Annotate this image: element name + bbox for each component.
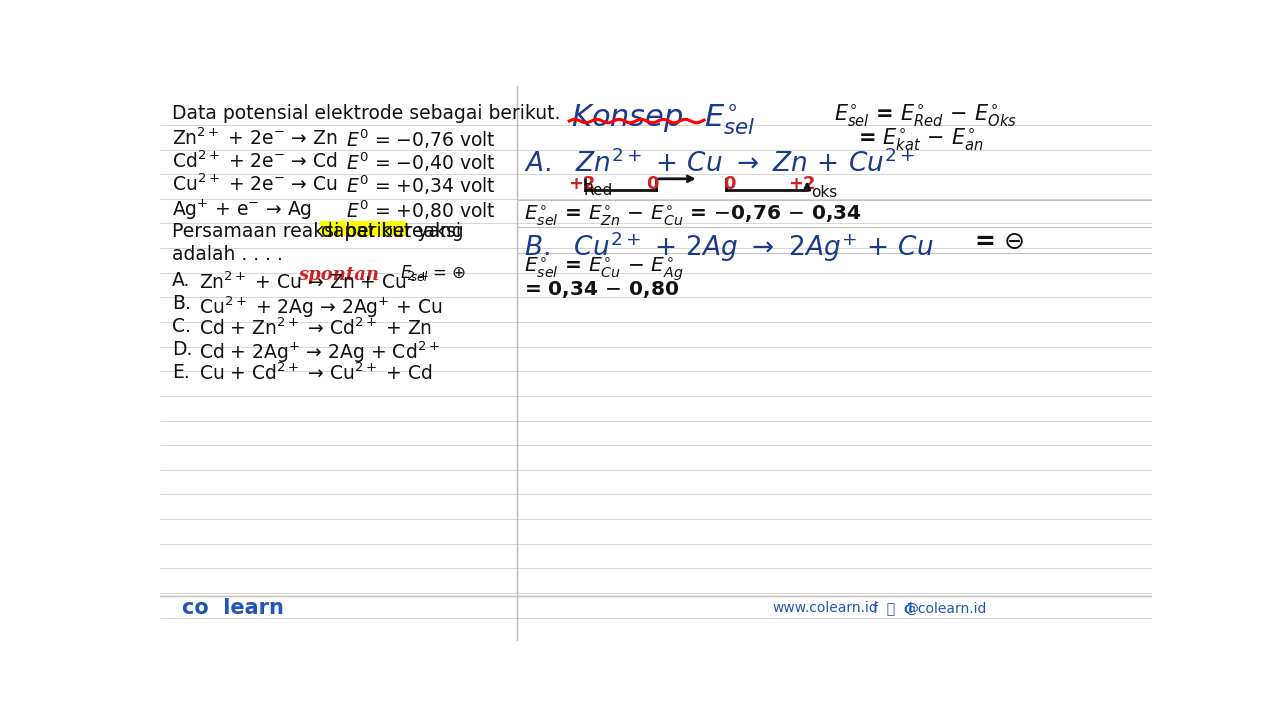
Text: Cd + Zn$^{2+}$ → Cd$^{2+}$ + Zn: Cd + Zn$^{2+}$ → Cd$^{2+}$ + Zn <box>198 318 431 339</box>
Text: B.: B. <box>172 294 191 313</box>
Text: $E^{0}$ = −0,76 volt: $E^{0}$ = −0,76 volt <box>346 127 495 150</box>
Text: 0: 0 <box>646 175 658 193</box>
FancyBboxPatch shape <box>320 221 407 235</box>
Text: = $\ominus$: = $\ominus$ <box>974 230 1024 253</box>
Text: Cu$^{2+}$ + 2Ag → 2Ag$^{+}$ + Cu: Cu$^{2+}$ + 2Ag → 2Ag$^{+}$ + Cu <box>198 294 442 320</box>
Text: $E^{0}$ = +0,34 volt: $E^{0}$ = +0,34 volt <box>346 174 495 197</box>
Text: Data potensial elektrode sebagai berikut.: Data potensial elektrode sebagai berikut… <box>172 104 561 123</box>
Text: Persamaan reaksi berikut yang: Persamaan reaksi berikut yang <box>172 222 470 241</box>
Text: Zn$^{2+}$ + Cu → Zn + Cu$^{2+}$: Zn$^{2+}$ + Cu → Zn + Cu$^{2+}$ <box>198 271 429 293</box>
Text: C.: C. <box>172 318 191 336</box>
Text: = $E^{\circ}_{kat}$ $-$ $E^{\circ}_{an}$: = $E^{\circ}_{kat}$ $-$ $E^{\circ}_{an}$ <box>858 127 983 153</box>
Text: Zn$^{2+}$ + 2e$^{-}$ → Zn: Zn$^{2+}$ + 2e$^{-}$ → Zn <box>172 127 337 149</box>
Text: Cd + 2Ag$^{+}$ → 2Ag + Cd$^{2+}$: Cd + 2Ag$^{+}$ → 2Ag + Cd$^{2+}$ <box>198 340 439 365</box>
Text: $E^{\circ}_{sel}$ = $E^{\circ}_{Red}$ $-$ $E^{\circ}_{Oks}$: $E^{\circ}_{sel}$ = $E^{\circ}_{Red}$ $-… <box>835 102 1018 127</box>
Text: spontan: spontan <box>298 266 379 284</box>
Text: +2: +2 <box>788 175 815 193</box>
Text: E.: E. <box>172 363 189 382</box>
Text: +2: +2 <box>568 175 596 193</box>
Text: $\it{A.}$  $\it{Zn}^{2+}$ $+$ $\it{Cu}$ $\rightarrow$ $\it{Zn}$ $+$ $\it{Cu}^{2+: $\it{A.}$ $\it{Zn}^{2+}$ $+$ $\it{Cu}$ $… <box>525 150 915 178</box>
Text: $E^{\circ}_{sel}$ = $E^{\circ}_{Cu}$ $-$ $E^{\circ}_{Ag}$: $E^{\circ}_{sel}$ = $E^{\circ}_{Cu}$ $-$… <box>525 256 684 283</box>
Text: Cd$^{2+}$ + 2e$^{-}$ → Cd: Cd$^{2+}$ + 2e$^{-}$ → Cd <box>172 150 338 172</box>
Text: Cu + Cd$^{2+}$ → Cu$^{2+}$ + Cd: Cu + Cd$^{2+}$ → Cu$^{2+}$ + Cd <box>198 363 433 384</box>
Text: oks: oks <box>812 185 837 200</box>
Text: dapat bereaksi: dapat bereaksi <box>321 222 461 241</box>
Text: co  learn: co learn <box>182 598 284 618</box>
Text: 0: 0 <box>723 175 736 193</box>
Text: = 0,34 $-$ 0,80: = 0,34 $-$ 0,80 <box>525 279 680 300</box>
Text: @colearn.id: @colearn.id <box>904 601 987 616</box>
Text: $E^{0}$ = −0,40 volt: $E^{0}$ = −0,40 volt <box>346 150 495 174</box>
Text: Red: Red <box>584 183 612 198</box>
Text: adalah . . . .: adalah . . . . <box>172 245 283 264</box>
Text: www.colearn.id: www.colearn.id <box>772 601 878 616</box>
Text: Ag$^{+}$ + e$^{-}$ → Ag: Ag$^{+}$ + e$^{-}$ → Ag <box>172 198 311 222</box>
Text: $\it{Konsep}$  $\it{E}^{\circ}_{\it{sel}}$: $\it{Konsep}$ $\it{E}^{\circ}_{\it{sel}}… <box>571 102 755 137</box>
Text: Cu$^{2+}$ + 2e$^{-}$ → Cu: Cu$^{2+}$ + 2e$^{-}$ → Cu <box>172 174 338 195</box>
Text: A.: A. <box>172 271 189 290</box>
Text: $E^{0}$ = +0,80 volt: $E^{0}$ = +0,80 volt <box>346 198 495 222</box>
Text: f  ⓞ  đ: f ⓞ đ <box>873 601 913 616</box>
Text: $\it{E}_{sel}$ = $\oplus$: $\it{E}_{sel}$ = $\oplus$ <box>401 264 467 284</box>
Text: $E^{\circ}_{sel}$ = $E^{\circ}_{Zn}$ $-$ $E^{\circ}_{Cu}$ = $-$0,76 $-$ 0,34: $E^{\circ}_{sel}$ = $E^{\circ}_{Zn}$ $-$… <box>525 204 861 228</box>
Text: $\it{B.}$  $\it{Cu}^{2+}$ $+$ $\it{2Ag}$ $\rightarrow$ $\it{2Ag}^{+}$ $+$ $\it{C: $\it{B.}$ $\it{Cu}^{2+}$ $+$ $\it{2Ag}$ … <box>525 230 934 264</box>
Text: D.: D. <box>172 340 192 359</box>
